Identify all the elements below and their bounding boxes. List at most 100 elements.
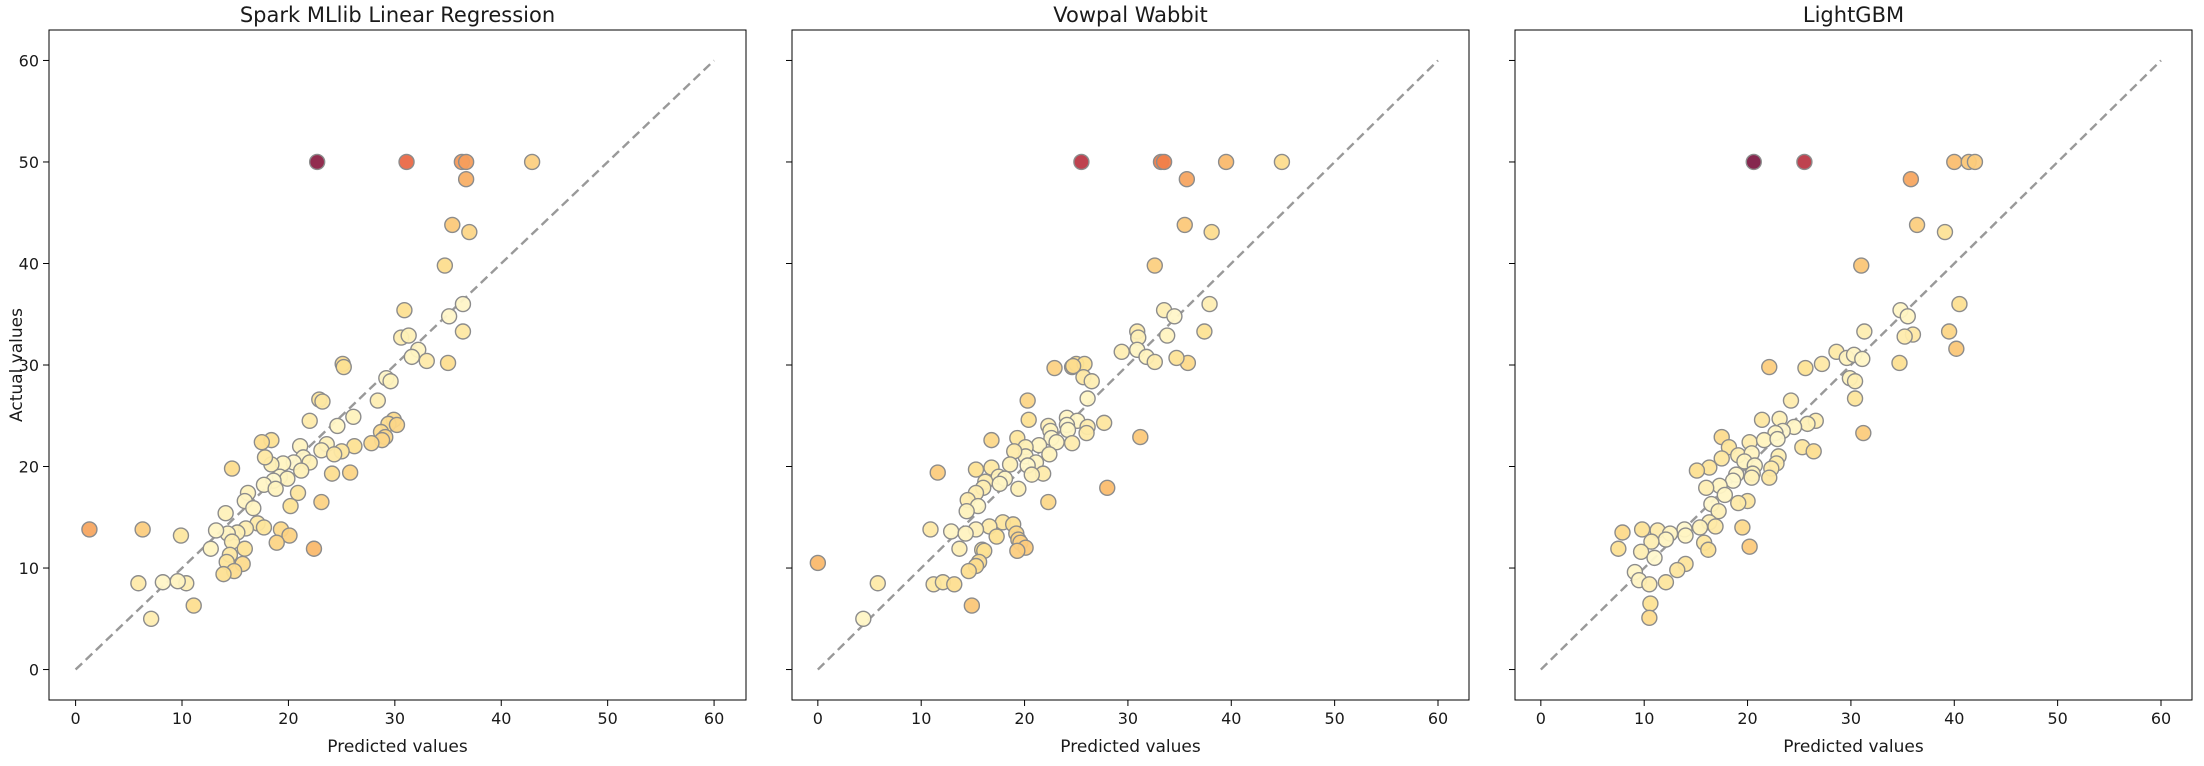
data-point bbox=[329, 417, 346, 435]
data-point bbox=[1095, 414, 1113, 432]
data-point bbox=[142, 610, 160, 627]
data-point bbox=[245, 499, 262, 517]
data-point bbox=[444, 216, 461, 234]
data-point bbox=[418, 352, 435, 370]
data-point bbox=[1813, 355, 1831, 373]
y-tick-label: 40 bbox=[19, 254, 39, 273]
data-point bbox=[963, 597, 981, 614]
data-point bbox=[1853, 257, 1870, 274]
data-point bbox=[256, 449, 274, 466]
data-point bbox=[869, 575, 886, 592]
data-point bbox=[1688, 462, 1706, 479]
data-point bbox=[1846, 373, 1864, 390]
data-point bbox=[1610, 540, 1627, 557]
data-point bbox=[1203, 223, 1220, 241]
data-point bbox=[1168, 349, 1185, 367]
x-tick-label: 40 bbox=[1221, 709, 1241, 728]
data-point bbox=[292, 462, 310, 479]
data-point bbox=[1064, 357, 1082, 375]
data-point bbox=[341, 464, 359, 481]
data-point bbox=[1730, 494, 1747, 512]
x-tick-label: 40 bbox=[491, 709, 511, 728]
data-point bbox=[1041, 446, 1058, 463]
data-point bbox=[217, 505, 234, 522]
y-tick-label: 60 bbox=[19, 51, 39, 70]
x-tick-label: 30 bbox=[1118, 709, 1138, 728]
data-point bbox=[523, 153, 541, 171]
data-point bbox=[1908, 216, 1926, 234]
data-point bbox=[1936, 223, 1954, 241]
data-point bbox=[1741, 538, 1758, 555]
reference-line bbox=[816, 59, 1439, 671]
data-point bbox=[313, 493, 330, 511]
data-point bbox=[1796, 153, 1813, 171]
data-point bbox=[1001, 456, 1019, 473]
data-point bbox=[942, 523, 960, 540]
y-tick-label: 10 bbox=[19, 559, 39, 578]
chart-panel-1: Spark MLlib Linear Regression 0 10 20 30 40 50… bbox=[7, 3, 747, 757]
data-point bbox=[403, 348, 421, 366]
data-point bbox=[1178, 171, 1196, 188]
data-point bbox=[1951, 295, 1968, 313]
data-point bbox=[1073, 153, 1090, 171]
data-point bbox=[1855, 424, 1872, 442]
data-point bbox=[1158, 327, 1176, 344]
data-point bbox=[1734, 519, 1751, 536]
x-tick-label: 30 bbox=[1841, 709, 1861, 728]
data-point bbox=[215, 565, 232, 583]
plot-frame bbox=[48, 29, 747, 701]
data-point bbox=[1632, 543, 1650, 560]
data-point bbox=[308, 153, 326, 171]
data-point bbox=[1113, 343, 1130, 361]
x-tick-label: 30 bbox=[385, 709, 405, 728]
x-axis-label: Predicted values bbox=[327, 737, 468, 757]
data-point bbox=[1641, 609, 1658, 626]
data-point bbox=[440, 308, 458, 325]
data-point bbox=[382, 373, 399, 390]
x-tick-label: 50 bbox=[2047, 709, 2067, 728]
data-point bbox=[323, 465, 341, 482]
x-tick-label: 10 bbox=[172, 709, 192, 728]
data-point bbox=[1902, 171, 1920, 188]
data-point bbox=[1063, 434, 1081, 452]
data-point bbox=[1700, 541, 1717, 558]
data-point bbox=[398, 153, 415, 171]
data-point bbox=[1707, 518, 1724, 535]
x-tick-label: 60 bbox=[2151, 709, 2171, 728]
data-point bbox=[314, 393, 331, 410]
data-point bbox=[439, 354, 457, 372]
data-point bbox=[1657, 574, 1675, 591]
data-point bbox=[289, 484, 307, 502]
data-point bbox=[369, 392, 387, 409]
data-point bbox=[1698, 479, 1715, 497]
data-point bbox=[1079, 390, 1096, 407]
x-tick-label: 10 bbox=[911, 709, 931, 728]
data-point bbox=[154, 574, 172, 591]
data-point bbox=[1745, 153, 1762, 171]
x-tick-label: 20 bbox=[278, 709, 298, 728]
x-tick-label: 0 bbox=[71, 709, 81, 728]
data-point bbox=[345, 408, 362, 425]
data-point bbox=[457, 171, 475, 188]
data-point bbox=[922, 521, 939, 538]
data-point bbox=[1132, 428, 1149, 446]
reference-line bbox=[74, 59, 715, 671]
data-point bbox=[1201, 295, 1218, 313]
data-point bbox=[1669, 561, 1686, 579]
data-point bbox=[454, 295, 472, 313]
data-point bbox=[388, 416, 406, 434]
data-point bbox=[305, 540, 323, 557]
data-point bbox=[207, 522, 225, 539]
data-point bbox=[967, 461, 985, 478]
plot-frame bbox=[1514, 29, 2193, 701]
data-point bbox=[1946, 153, 1963, 171]
plot-frame bbox=[791, 29, 1470, 701]
data-point bbox=[809, 554, 827, 572]
data-point bbox=[1755, 431, 1773, 449]
data-point bbox=[957, 525, 974, 542]
data-point bbox=[1966, 153, 1984, 171]
data-point bbox=[267, 480, 284, 498]
data-point bbox=[281, 527, 298, 544]
x-tick-label: 20 bbox=[1014, 709, 1034, 728]
